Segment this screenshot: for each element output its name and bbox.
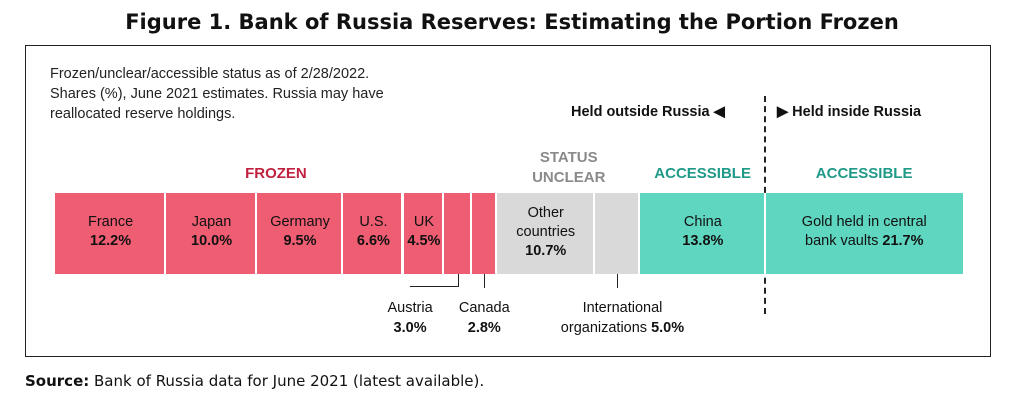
held-outside-label: Held outside Russia ◀ [571,104,725,120]
group-header-text: STATUS [539,149,598,166]
segment-label-china: China 13.8% [682,213,723,251]
callout-value: 3.0% [393,320,427,336]
segment-value: 21.7% [882,233,924,249]
segment-label-germany: Germany 9.5% [270,213,330,251]
group-header-accessible-outside: ACCESSIBLE [654,164,751,184]
figure-title: Figure 1. Bank of Russia Reserves: Estim… [125,10,899,34]
segment-name: China [683,214,722,230]
source-note: Source: Bank of Russia data for June 202… [25,372,484,390]
callout-name: International [582,300,663,316]
callout-leader [616,274,618,288]
bar-segment-uk [403,193,445,274]
group-header-accessible-inside: ACCESSIBLE [816,164,913,184]
callout-leader [457,274,459,287]
group-header-text: ACCESSIBLE [815,165,913,182]
group-header-frozen: FROZEN [245,164,307,184]
group-header-text: ACCESSIBLE [654,165,751,182]
source-label: Source: [25,372,90,390]
segment-label-japan: Japan 10.0% [191,213,232,251]
chart-frame [25,45,991,357]
bar-segment-germany [257,193,344,274]
group-header-status-unclear: STATUS UNCLEAR [532,148,605,188]
segment-value: 13.8% [682,233,724,249]
bar-segment-other-countries [497,193,595,274]
segment-name: Germany [270,214,330,230]
segment-value: 4.5% [407,233,441,249]
segment-label-other-countries: Other countries 10.7% [516,204,575,261]
bar-segment-u-s [343,193,404,274]
callout-value: 5.0% [651,320,685,336]
segment-label-u-s: U.S. 6.6% [357,213,390,251]
bar-segment-canada [471,193,498,274]
callout-international-organizations: International organizations 5.0% [561,298,684,338]
segment-name: bank vaults 21.7% [805,233,924,249]
bar-segment-france [55,193,166,274]
segment-name: Other [527,205,564,221]
group-header-text: FROZEN [245,165,307,182]
callout-name: Austria [387,300,433,316]
segment-value: 6.6% [356,233,390,249]
note-line: Shares (%), June 2021 estimates. Russia … [50,86,384,102]
note-line: Frozen/unclear/accessible status as of 2… [50,66,370,82]
bar-segment-austria [444,193,472,274]
held-inside-label: ▶ Held inside Russia [777,104,922,120]
chart-notes: Frozen/unclear/accessible status as of 2… [50,64,384,124]
segment-value: 12.2% [90,233,132,249]
segment-label-uk: UK 4.5% [407,213,440,251]
segment-name: countries [516,224,576,240]
segment-name: Japan [191,214,232,230]
segment-name: U.S. [359,214,388,230]
callout-name: Canada [458,300,510,316]
callout-name: organizations 5.0% [560,320,685,336]
segment-value: 10.0% [191,233,233,249]
callout-leader [483,274,485,288]
callout-canada: Canada 2.8% [459,298,510,338]
bar-segment-china [640,193,766,274]
bar-segment-gold-held-in-central-bank-vaults [765,193,963,274]
segment-label-gold-held-in-central-bank-vaults: Gold held in central bank vaults 21.7% [802,213,927,251]
segment-label-france: France 12.2% [88,213,133,251]
source-text: Bank of Russia data for June 2021 (lates… [89,372,485,390]
segment-name: Gold held in central [801,214,927,230]
segment-value: 9.5% [283,233,317,249]
segment-value: 10.7% [525,243,567,259]
callout-austria: Austria 3.0% [388,298,433,338]
bar-segment-international-organizations [594,193,640,274]
note-line: reallocated reserve holdings. [50,106,236,122]
segment-name: UK [413,214,434,230]
group-header-text: UNCLEAR [532,169,606,186]
callout-leader [410,286,459,287]
bar-segment-japan [166,193,257,274]
segment-name: France [88,214,134,230]
callout-value: 2.8% [467,320,501,336]
